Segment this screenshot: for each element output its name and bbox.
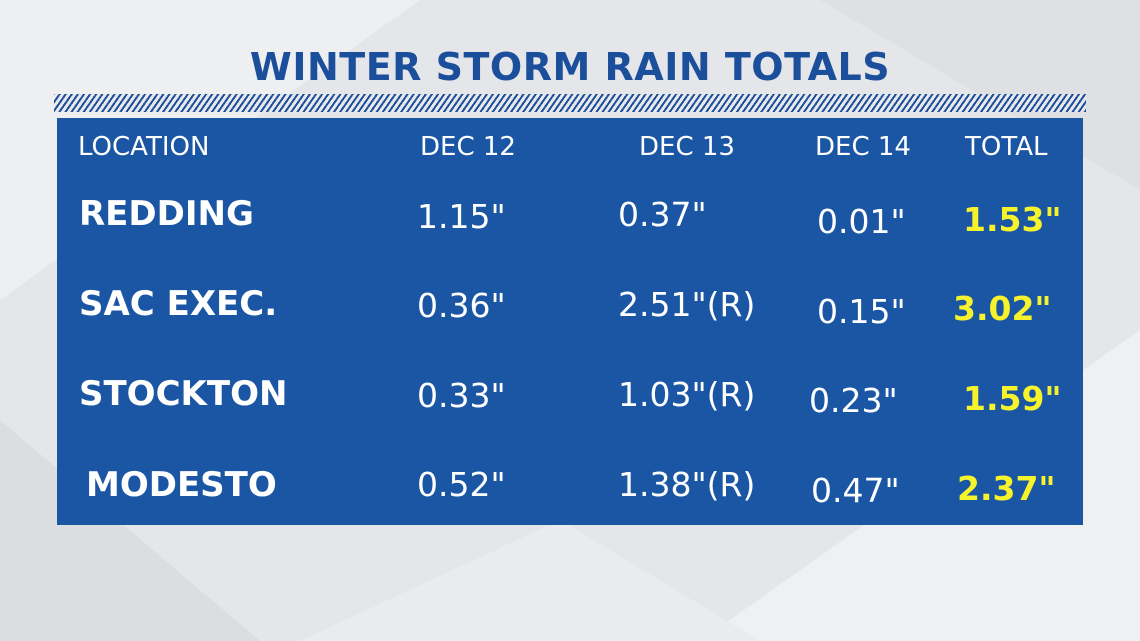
row-stockton-total: 1.59": [963, 379, 1062, 418]
row-redding-dec-12: 1.15": [417, 197, 506, 236]
row-location-redding: REDDING: [79, 194, 254, 234]
row-modesto-dec-14: 0.47": [811, 471, 900, 510]
column-header-dec-12: DEC 12: [420, 132, 516, 162]
row-redding-dec-13: 0.37": [618, 195, 707, 234]
row-stockton-dec-12: 0.33": [417, 376, 506, 415]
row-redding-dec-14: 0.01": [817, 202, 906, 241]
row-location-modesto: MODESTO: [86, 465, 277, 505]
row-sac-exec-dec-13: 2.51"(R): [618, 285, 756, 324]
row-modesto-total: 2.37": [957, 469, 1056, 508]
row-sac-exec-dec-14: 0.15": [817, 292, 906, 331]
column-header-total: TOTAL: [965, 132, 1048, 162]
column-header-dec-13: DEC 13: [639, 132, 735, 162]
row-sac-exec-total: 3.02": [953, 289, 1052, 328]
row-modesto-dec-12: 0.52": [417, 465, 506, 504]
rain-totals-table: LOCATION DEC 12 DEC 13 DEC 14 TOTAL REDD…: [57, 118, 1083, 525]
column-header-location: LOCATION: [78, 132, 210, 162]
column-header-dec-14: DEC 14: [815, 132, 911, 162]
page-title: WINTER STORM RAIN TOTALS: [249, 45, 891, 89]
hatch-divider: [54, 94, 1086, 112]
row-location-sac-exec: SAC EXEC.: [79, 284, 278, 324]
row-stockton-dec-14: 0.23": [809, 381, 898, 420]
row-stockton-dec-13: 1.03"(R): [618, 375, 756, 414]
row-location-stockton: STOCKTON: [79, 374, 288, 414]
row-sac-exec-dec-12: 0.36": [417, 286, 506, 325]
row-redding-total: 1.53": [963, 200, 1062, 239]
row-modesto-dec-13: 1.38"(R): [618, 465, 756, 504]
